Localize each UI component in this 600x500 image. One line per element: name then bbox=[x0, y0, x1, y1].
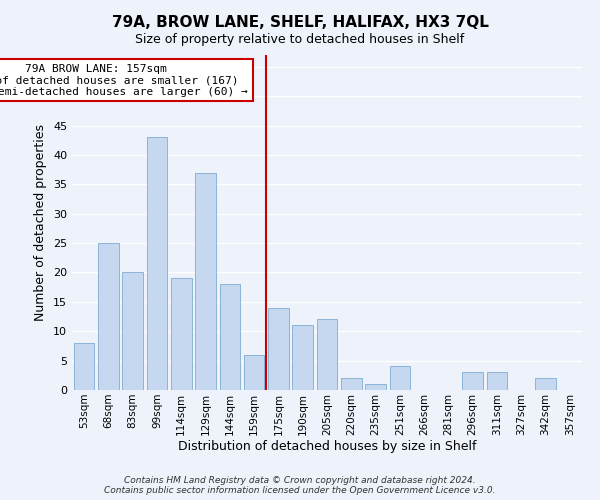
Bar bbox=[365, 384, 386, 390]
Bar bbox=[244, 354, 265, 390]
Bar bbox=[341, 378, 362, 390]
Bar bbox=[195, 172, 216, 390]
Text: 79A, BROW LANE, SHELF, HALIFAX, HX3 7QL: 79A, BROW LANE, SHELF, HALIFAX, HX3 7QL bbox=[112, 15, 488, 30]
Y-axis label: Number of detached properties: Number of detached properties bbox=[34, 124, 47, 321]
Bar bbox=[292, 326, 313, 390]
Bar bbox=[317, 320, 337, 390]
Bar bbox=[535, 378, 556, 390]
Bar bbox=[463, 372, 483, 390]
Bar bbox=[220, 284, 240, 390]
Text: 79A BROW LANE: 157sqm
← 74% of detached houses are smaller (167)
26% of semi-det: 79A BROW LANE: 157sqm ← 74% of detached … bbox=[0, 64, 248, 97]
Bar bbox=[122, 272, 143, 390]
Bar bbox=[487, 372, 508, 390]
Bar bbox=[146, 138, 167, 390]
Bar bbox=[171, 278, 191, 390]
X-axis label: Distribution of detached houses by size in Shelf: Distribution of detached houses by size … bbox=[178, 440, 476, 454]
Bar bbox=[74, 343, 94, 390]
Bar bbox=[389, 366, 410, 390]
Bar bbox=[98, 243, 119, 390]
Text: Size of property relative to detached houses in Shelf: Size of property relative to detached ho… bbox=[136, 32, 464, 46]
Bar bbox=[268, 308, 289, 390]
Text: Contains HM Land Registry data © Crown copyright and database right 2024.
Contai: Contains HM Land Registry data © Crown c… bbox=[104, 476, 496, 495]
